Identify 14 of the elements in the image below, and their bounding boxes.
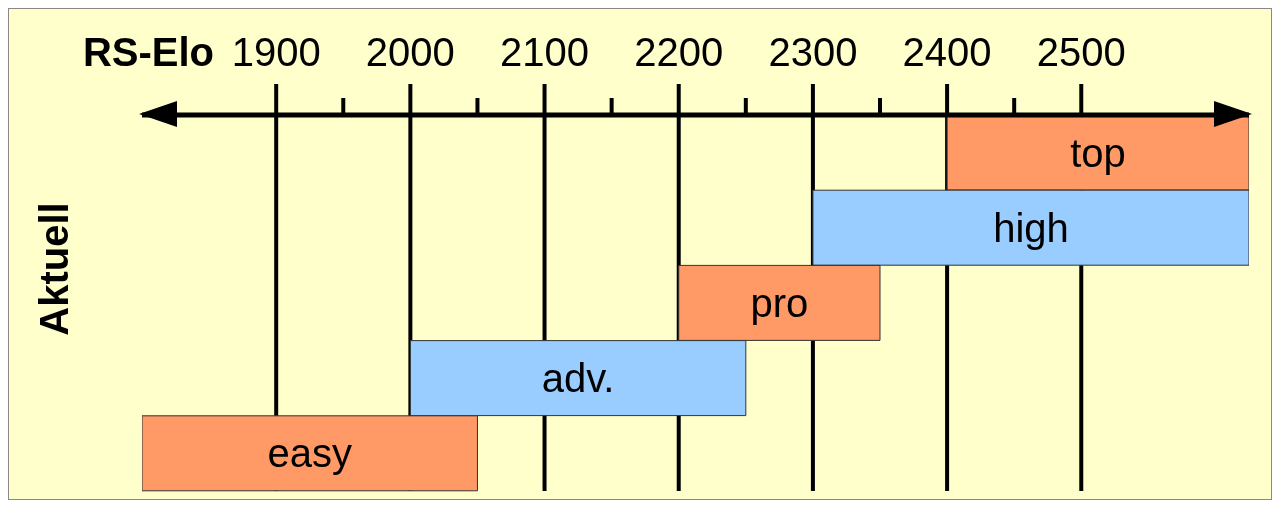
y-tick-label: top xyxy=(1070,130,1126,175)
x-tick-label: 1900 xyxy=(231,30,321,74)
y-tick-label: easy xyxy=(267,431,352,476)
x-tick-label: 2500 xyxy=(1036,30,1126,74)
y-tick-label: adv. xyxy=(541,356,615,401)
x-tick-label: 2400 xyxy=(902,30,992,74)
x-tick-label: 2100 xyxy=(500,30,590,74)
x-axis-title: RS-Elo xyxy=(82,30,214,74)
x-tick-label: 2000 xyxy=(365,30,455,74)
x-tick-label: 2300 xyxy=(768,30,858,74)
x-tick-label: 2200 xyxy=(634,30,724,74)
y-tick-label: pro xyxy=(750,280,809,325)
y-tick-label: high xyxy=(993,205,1069,250)
y-axis-title: Aktuell xyxy=(32,202,76,336)
